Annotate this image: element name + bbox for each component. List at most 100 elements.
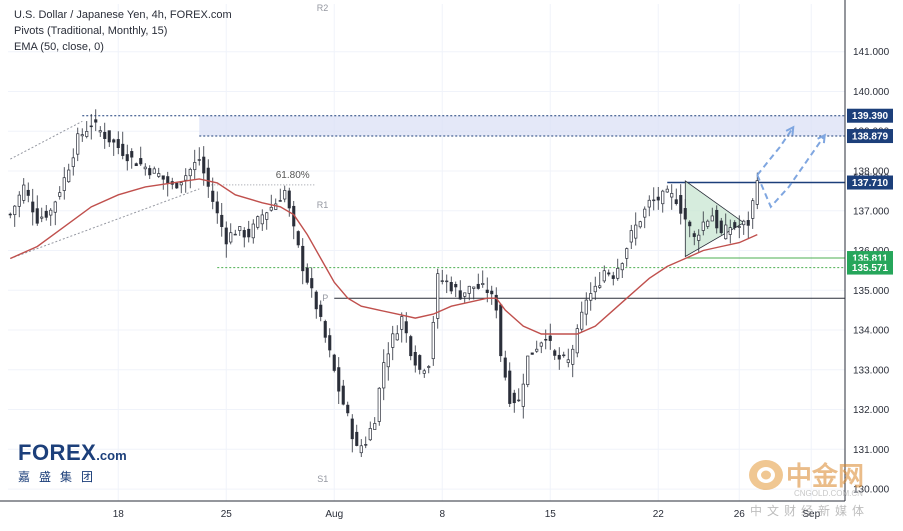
legend-pivots[interactable]: Pivots (Traditional, Monthly, 15) xyxy=(14,25,168,37)
time-axis[interactable]: 18 25 Aug 8 15 22 26 Sep xyxy=(0,500,845,520)
x-tick-label: Sep xyxy=(802,509,820,520)
candle xyxy=(134,162,138,167)
candle xyxy=(697,229,701,254)
x-tick-label: 8 xyxy=(439,509,445,520)
candle-body-up xyxy=(728,227,732,235)
candle-body-down xyxy=(355,431,359,446)
candle-body-up xyxy=(229,232,233,243)
candle-body-up xyxy=(580,311,584,330)
candle-body-down xyxy=(116,139,120,149)
zone-layer xyxy=(82,115,845,137)
candle xyxy=(85,121,89,139)
candle-body-up xyxy=(427,366,431,368)
candle-body-up xyxy=(98,130,102,133)
candle xyxy=(674,188,678,206)
candle xyxy=(269,194,273,212)
legend-ema[interactable]: EMA (50, close, 0) xyxy=(14,41,104,53)
candle-body-down xyxy=(557,354,561,360)
candle-body-up xyxy=(562,354,566,357)
candle xyxy=(418,354,422,375)
level-badge-label: 137.710 xyxy=(852,178,889,189)
candle-body-up xyxy=(571,348,575,365)
y-tick-label: 135.000 xyxy=(853,286,890,297)
candle-body-up xyxy=(233,233,237,236)
candles-layer xyxy=(8,109,759,458)
candle xyxy=(71,148,75,176)
candle-body-up xyxy=(575,328,579,354)
candle-body-up xyxy=(368,428,372,441)
candle-body-up xyxy=(517,399,521,402)
pivot-label-r1: R1 xyxy=(317,200,329,210)
y-tick-label: 133.000 xyxy=(853,365,890,376)
y-tick-label: 138.000 xyxy=(853,166,890,177)
y-tick-label: 132.000 xyxy=(853,405,890,416)
legend-symbol[interactable]: U.S. Dollar / Japanese Yen, 4h, FOREX.co… xyxy=(14,9,232,21)
candle xyxy=(584,292,588,326)
candle xyxy=(665,185,669,193)
candle xyxy=(409,334,413,361)
resistance-zone xyxy=(199,115,845,137)
candle-body-up xyxy=(251,223,255,239)
candle xyxy=(728,219,732,244)
candle-body-up xyxy=(463,292,467,297)
candle xyxy=(593,276,597,301)
candle-body-up xyxy=(193,162,197,171)
candle xyxy=(431,315,435,366)
candle xyxy=(625,247,629,267)
candle-body-up xyxy=(598,285,602,288)
candle xyxy=(314,290,318,319)
candle-body-down xyxy=(499,304,503,357)
y-tick-label: 130.000 xyxy=(853,485,890,496)
candle-body-up xyxy=(539,342,543,347)
candle xyxy=(278,188,282,202)
pivot-label-s1: S1 xyxy=(317,474,328,484)
candle-body-down xyxy=(490,290,494,295)
candle-body-up xyxy=(382,362,386,389)
candle-body-up xyxy=(71,157,75,167)
candle xyxy=(220,203,224,237)
candle-body-down xyxy=(746,220,750,226)
candle-body-up xyxy=(80,134,84,137)
candle-body-up xyxy=(755,180,759,205)
candle xyxy=(476,273,480,290)
candle-body-up xyxy=(652,199,656,202)
pivot-label-r2: R2 xyxy=(317,3,329,13)
candle xyxy=(391,325,395,361)
candle xyxy=(197,147,201,166)
candle xyxy=(427,365,431,374)
projection-arrows xyxy=(756,125,826,209)
x-tick-label: 26 xyxy=(734,509,746,520)
x-tick-label: 15 xyxy=(545,509,557,520)
candle xyxy=(463,292,467,303)
candle-body-up xyxy=(359,445,363,454)
candle xyxy=(710,207,714,222)
candle-body-down xyxy=(553,350,557,356)
candle-body-up xyxy=(274,203,278,210)
candle-body-down xyxy=(418,355,422,370)
candle-body-up xyxy=(260,214,264,225)
candle xyxy=(683,198,687,221)
candle-body-up xyxy=(638,221,642,228)
candle xyxy=(620,262,624,278)
ema-layer xyxy=(10,178,758,335)
candle xyxy=(377,387,381,426)
candle xyxy=(598,271,602,290)
candle xyxy=(629,224,633,250)
candle xyxy=(121,131,125,160)
candle xyxy=(310,267,314,298)
candle xyxy=(436,268,440,329)
candle-body-up xyxy=(400,316,404,330)
candle-body-up xyxy=(625,248,629,259)
candle-body-up xyxy=(395,333,399,341)
candle-body-down xyxy=(310,278,314,289)
watermark-site: CNGOLD.COM.CN xyxy=(794,489,863,498)
candle-body-down xyxy=(413,351,417,366)
candle-body-down xyxy=(719,220,723,234)
candle xyxy=(679,184,683,225)
candle xyxy=(35,195,39,226)
candle xyxy=(332,353,336,373)
candle xyxy=(400,312,404,343)
candle-body-down xyxy=(166,176,170,184)
candle-body-up xyxy=(283,190,287,200)
